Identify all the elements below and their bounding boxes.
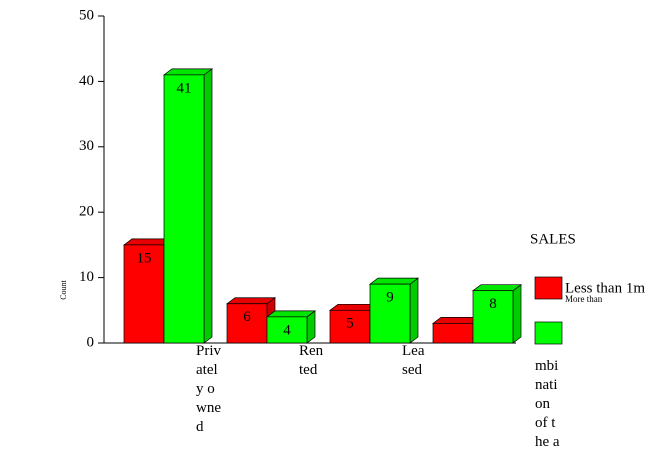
bar (266, 316, 308, 344)
bar (163, 74, 205, 344)
y-tick-label: 20 (79, 204, 94, 220)
bar (123, 244, 165, 344)
x-tick-label: mbination of the a (535, 358, 560, 450)
bar-side (203, 68, 213, 344)
value-label: 9 (386, 290, 394, 306)
value-label: 6 (243, 309, 251, 325)
value-label: 4 (283, 322, 291, 338)
bar (226, 303, 268, 344)
value-label: 41 (177, 80, 192, 96)
bar (329, 309, 371, 344)
x-tick-label: Rented (299, 343, 324, 378)
bar-top (225, 297, 277, 305)
bar-top (471, 284, 523, 292)
bar-top (368, 277, 420, 285)
y-axis-label: Count (59, 279, 68, 299)
bar-side (409, 277, 419, 344)
legend-swatch (534, 321, 563, 345)
bar (472, 290, 514, 344)
value-label: 8 (489, 296, 497, 312)
legend-swatch (534, 276, 563, 300)
bar (369, 283, 411, 344)
value-label: 15 (137, 250, 152, 266)
x-tick-label: Privately owned (196, 343, 222, 435)
bar-top (265, 310, 317, 318)
y-tick-label: 0 (87, 334, 95, 350)
y-tick-label: 10 (79, 269, 94, 285)
y-tick-label: 50 (79, 7, 94, 23)
y-tick-label: 30 (79, 138, 94, 154)
x-tick-label: Leased (402, 343, 425, 378)
bar-side (512, 283, 522, 344)
y-tick-label: 40 (79, 73, 94, 89)
value-label: 5 (346, 316, 354, 332)
legend-title: SALES (530, 231, 576, 247)
legend-label: More than (565, 294, 603, 304)
bar-top (162, 68, 214, 76)
bar (432, 323, 474, 344)
legend-label: Less than 1m (565, 280, 645, 296)
